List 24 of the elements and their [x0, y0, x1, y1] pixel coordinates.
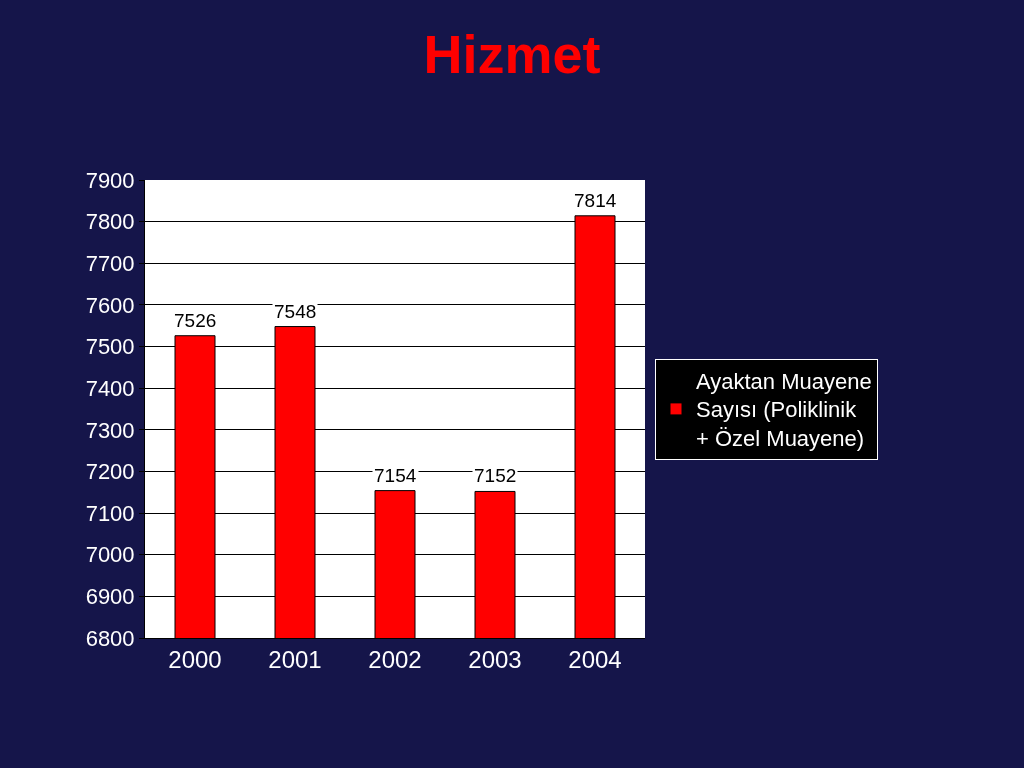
x-tick-label: 2003 — [468, 645, 522, 673]
chart-title: Hizmet — [423, 23, 601, 84]
y-tick-label: 6900 — [85, 584, 135, 610]
data-label: 7526 — [174, 310, 217, 331]
y-tick-label: 7700 — [85, 250, 135, 276]
y-tick-label: 7400 — [85, 375, 135, 401]
data-label: 7814 — [574, 190, 617, 211]
data-label: 7548 — [274, 301, 317, 322]
x-tick-label: 2004 — [568, 645, 622, 673]
legend-label: Ayaktan Muayene Sayısı (Poliklinik + Özel Muayene) — [696, 368, 872, 452]
data-label: 7152 — [474, 465, 517, 486]
y-tick-label: 7800 — [85, 209, 135, 235]
y-tick-label: 7600 — [85, 292, 135, 318]
y-tick-label: 7000 — [85, 542, 135, 568]
x-tick-label: 2001 — [268, 645, 322, 673]
x-tick-label: 2000 — [168, 645, 222, 673]
y-tick-label: 7300 — [85, 417, 135, 443]
data-label: 7154 — [374, 465, 417, 486]
y-tick-label: 7500 — [85, 334, 135, 360]
x-tick-label: 2002 — [368, 645, 422, 673]
y-tick-label: 7900 — [85, 167, 135, 193]
y-tick-label: 6800 — [85, 625, 135, 651]
y-tick-label: 7100 — [85, 500, 135, 526]
y-tick-label: 7200 — [85, 459, 135, 485]
